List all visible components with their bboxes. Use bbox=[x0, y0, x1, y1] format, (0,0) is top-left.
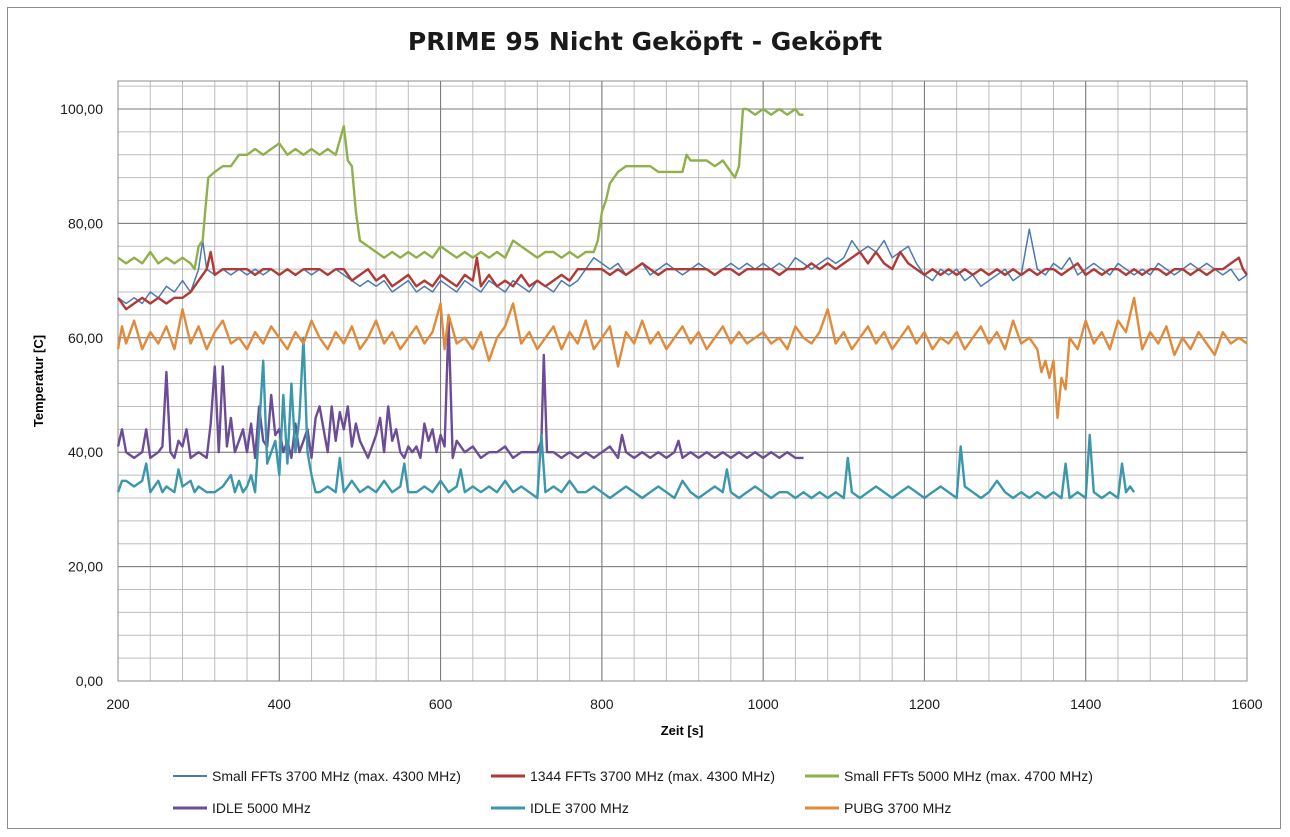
x-tick-label: 800 bbox=[590, 696, 614, 712]
y-tick-label: 60,00 bbox=[68, 330, 103, 346]
x-tick-label: 200 bbox=[106, 696, 130, 712]
x-axis-label: Zeit [s] bbox=[661, 723, 704, 738]
series-line-5 bbox=[116, 336, 1136, 500]
y-tick-label: 20,00 bbox=[68, 559, 103, 575]
series-line-6 bbox=[116, 296, 1248, 420]
x-tick-label: 1400 bbox=[1070, 696, 1101, 712]
plot-area-border bbox=[117, 80, 1248, 682]
y-axis-label: Temperatur [C] bbox=[31, 335, 46, 427]
y-tick-label: 40,00 bbox=[68, 444, 103, 460]
x-tick-label: 1200 bbox=[909, 696, 940, 712]
x-tick-label: 1000 bbox=[748, 696, 779, 712]
legend-label: IDLE 5000 MHz bbox=[212, 800, 311, 816]
legend-label: 1344 FFTs 3700 MHz (max. 4300 MHz) bbox=[530, 768, 775, 784]
legend-label: Small FFTs 5000 MHz (max. 4700 MHz) bbox=[844, 768, 1093, 784]
series-line-3 bbox=[117, 107, 804, 271]
y-tick-label: 100,00 bbox=[60, 101, 103, 117]
legend-label: Small FFTs 3700 MHz (max. 4300 MHz) bbox=[212, 768, 461, 784]
x-tick-label: 600 bbox=[429, 696, 453, 712]
axis-ticks: 200 400 600 800 1000 1200 1400 1600 0,00 20,00 40,… bbox=[60, 101, 1263, 712]
series-line-4 bbox=[116, 319, 804, 460]
y-tick-label: 0,00 bbox=[76, 673, 103, 689]
series-lines bbox=[116, 107, 1248, 500]
x-tick-label: 1600 bbox=[1231, 696, 1262, 712]
legend-label: IDLE 3700 MHz bbox=[530, 800, 629, 816]
legend: Small FFTs 3700 MHz (max. 4300 MHz) 1344 … bbox=[173, 768, 1093, 816]
series-line-2 bbox=[117, 250, 1248, 311]
chart-title: PRIME 95 Nicht Geköpft - Geköpft bbox=[408, 27, 882, 56]
legend-label: PUBG 3700 MHz bbox=[844, 800, 951, 816]
x-tick-label: 400 bbox=[268, 696, 292, 712]
y-tick-label: 80,00 bbox=[68, 215, 103, 231]
